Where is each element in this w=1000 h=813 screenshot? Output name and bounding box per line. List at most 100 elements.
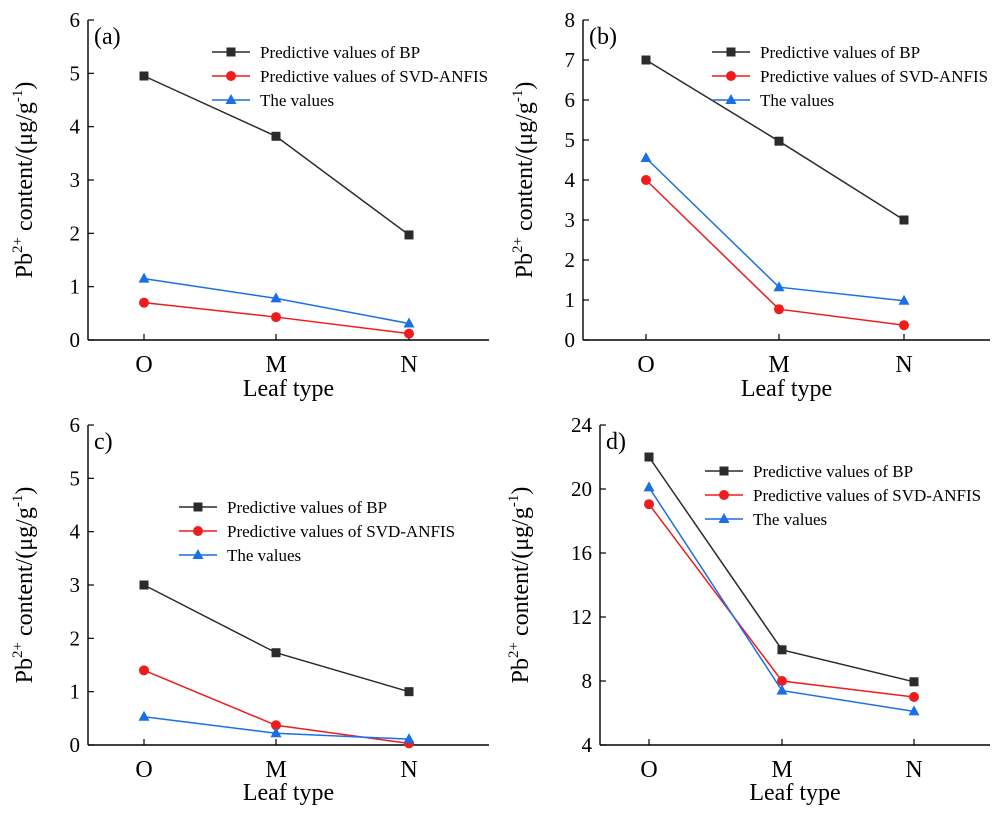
y-axis-label-text: Pb xyxy=(12,658,38,683)
series-line-3 xyxy=(645,157,905,302)
series-line-2 xyxy=(648,503,915,698)
data-point-triangle xyxy=(773,281,785,292)
y-axis-label-text: Pb xyxy=(12,253,38,278)
legend-entry-label: The values xyxy=(260,91,334,110)
chart-panel-4: 4 8 12 16 20 24 O M N Leaf type Pb2+ content/(μg/g… xyxy=(506,413,990,806)
y-tick-label: 1 xyxy=(565,288,576,312)
legend-marker-triangle xyxy=(718,513,730,523)
data-point-circle xyxy=(139,297,149,308)
x-tick-label: O xyxy=(135,352,152,378)
legend-marker-circle xyxy=(193,526,203,536)
x-tick-label: N xyxy=(400,352,417,378)
data-point-square xyxy=(909,677,919,687)
y-tick-label: 24 xyxy=(571,413,593,437)
panel-label: d) xyxy=(606,429,626,455)
data-point-square xyxy=(774,136,784,146)
chart-panel-2: 0 1 2 3 4 5 6 7 8 O M N Leaf type Pb2+ content/(μg/g-… xyxy=(510,8,990,402)
data-point-square xyxy=(777,645,787,655)
panel-label: (b) xyxy=(589,24,617,50)
x-tick-label: M xyxy=(768,352,789,378)
y-tick-label: 6 xyxy=(70,8,81,32)
x-tick-label: N xyxy=(895,352,912,378)
y-axis-label-text: ) xyxy=(508,487,534,495)
data-point-square xyxy=(139,580,149,590)
y-tick-label: 3 xyxy=(70,168,81,192)
data-point-square xyxy=(644,452,654,462)
legend-entry-label: Predictive values of BP xyxy=(260,43,420,62)
y-tick-label: 4 xyxy=(565,168,576,192)
x-tick-label: N xyxy=(400,757,417,783)
data-point-triangle xyxy=(908,705,920,716)
y-axis-label-superscript: -1 xyxy=(10,90,26,103)
legend-entry-label: Predictive values of SVD-ANFIS xyxy=(753,486,981,505)
data-point-triangle xyxy=(270,292,282,303)
legend-entry-label: Predictive values of BP xyxy=(760,43,920,62)
legend-marker-square xyxy=(193,502,203,512)
y-tick-label: 8 xyxy=(582,669,593,693)
y-tick-label: 1 xyxy=(70,680,81,704)
y-tick-label: 0 xyxy=(70,328,81,352)
data-point-circle xyxy=(899,320,909,331)
y-axis-label-superscript: 2+ xyxy=(506,642,522,658)
y-axis-label-text: ) xyxy=(512,82,538,90)
legend-marker-triangle xyxy=(725,94,737,104)
x-axis-label: Leaf type xyxy=(749,780,840,806)
legend: Predictive values of BP Predictive values… xyxy=(712,43,988,110)
x-tick-label: M xyxy=(265,757,286,783)
legend-marker-square xyxy=(719,466,729,476)
data-point-circle xyxy=(271,720,281,731)
y-tick-label: 4 xyxy=(70,115,81,139)
data-point-circle xyxy=(404,328,414,339)
data-point-square xyxy=(899,215,909,225)
x-axis-label: Leaf type xyxy=(243,780,334,806)
y-tick-label: 16 xyxy=(571,541,592,565)
legend-marker-circle xyxy=(726,71,736,81)
x-tick-label: N xyxy=(905,757,922,783)
y-tick-label: 12 xyxy=(571,605,592,629)
legend-entry-label: Predictive values of BP xyxy=(227,498,387,517)
y-tick-label: 20 xyxy=(571,477,592,501)
y-axis-label-superscript: 2+ xyxy=(10,237,26,253)
data-point-circle xyxy=(139,665,149,676)
x-tick-label: O xyxy=(637,352,654,378)
legend-entry-label: Predictive values of SVD-ANFIS xyxy=(760,67,988,86)
legend-entry-label: Predictive values of SVD-ANFIS xyxy=(227,522,455,541)
series-line-2 xyxy=(645,179,905,326)
data-point-triangle xyxy=(640,152,652,162)
y-axis-label-text: content/(μg/g xyxy=(12,102,38,237)
data-point-circle xyxy=(909,692,919,702)
chart-panel-1: 0 1 2 3 4 5 6 O M N Leaf type Pb2+ content/(μg/g-1)… xyxy=(10,8,489,402)
y-tick-label: 5 xyxy=(70,466,81,490)
legend-entry-label: The values xyxy=(227,546,301,565)
y-axis-label-text: content/(μg/g xyxy=(512,102,538,237)
data-point-circle xyxy=(644,499,654,510)
y-axis-label-superscript: 2+ xyxy=(510,237,526,253)
x-axis-label: Leaf type xyxy=(741,376,832,402)
y-tick-label: 2 xyxy=(565,248,576,272)
x-tick-label: M xyxy=(265,352,286,378)
y-tick-label: 3 xyxy=(70,573,81,597)
panel-label: c) xyxy=(94,429,113,455)
y-axis-label: Pb2+ content/(μg/g-1) xyxy=(10,82,38,279)
data-point-circle xyxy=(271,312,281,323)
data-point-square xyxy=(271,648,281,658)
y-axis-label-superscript: -1 xyxy=(506,495,522,508)
y-axis-label-text: content/(μg/g xyxy=(12,507,38,642)
legend: Predictive values of BP Predictive values… xyxy=(179,498,455,565)
x-tick-label: O xyxy=(135,757,152,783)
y-tick-label: 6 xyxy=(70,413,81,437)
data-point-triangle xyxy=(403,733,415,744)
y-axis-label-text: Pb xyxy=(512,253,538,278)
y-tick-label: 7 xyxy=(565,48,576,72)
y-axis-label-text: ) xyxy=(12,82,38,90)
legend-marker-circle xyxy=(719,490,729,500)
legend-entry-label: The values xyxy=(753,510,827,529)
y-tick-label: 0 xyxy=(565,328,576,352)
y-axis-label-superscript: -1 xyxy=(510,90,526,103)
x-tick-label: O xyxy=(640,757,657,783)
y-tick-label: 0 xyxy=(70,733,81,757)
legend-entry-label: Predictive values of BP xyxy=(753,462,913,481)
legend-marker-triangle xyxy=(192,549,204,559)
y-tick-label: 2 xyxy=(70,626,81,650)
